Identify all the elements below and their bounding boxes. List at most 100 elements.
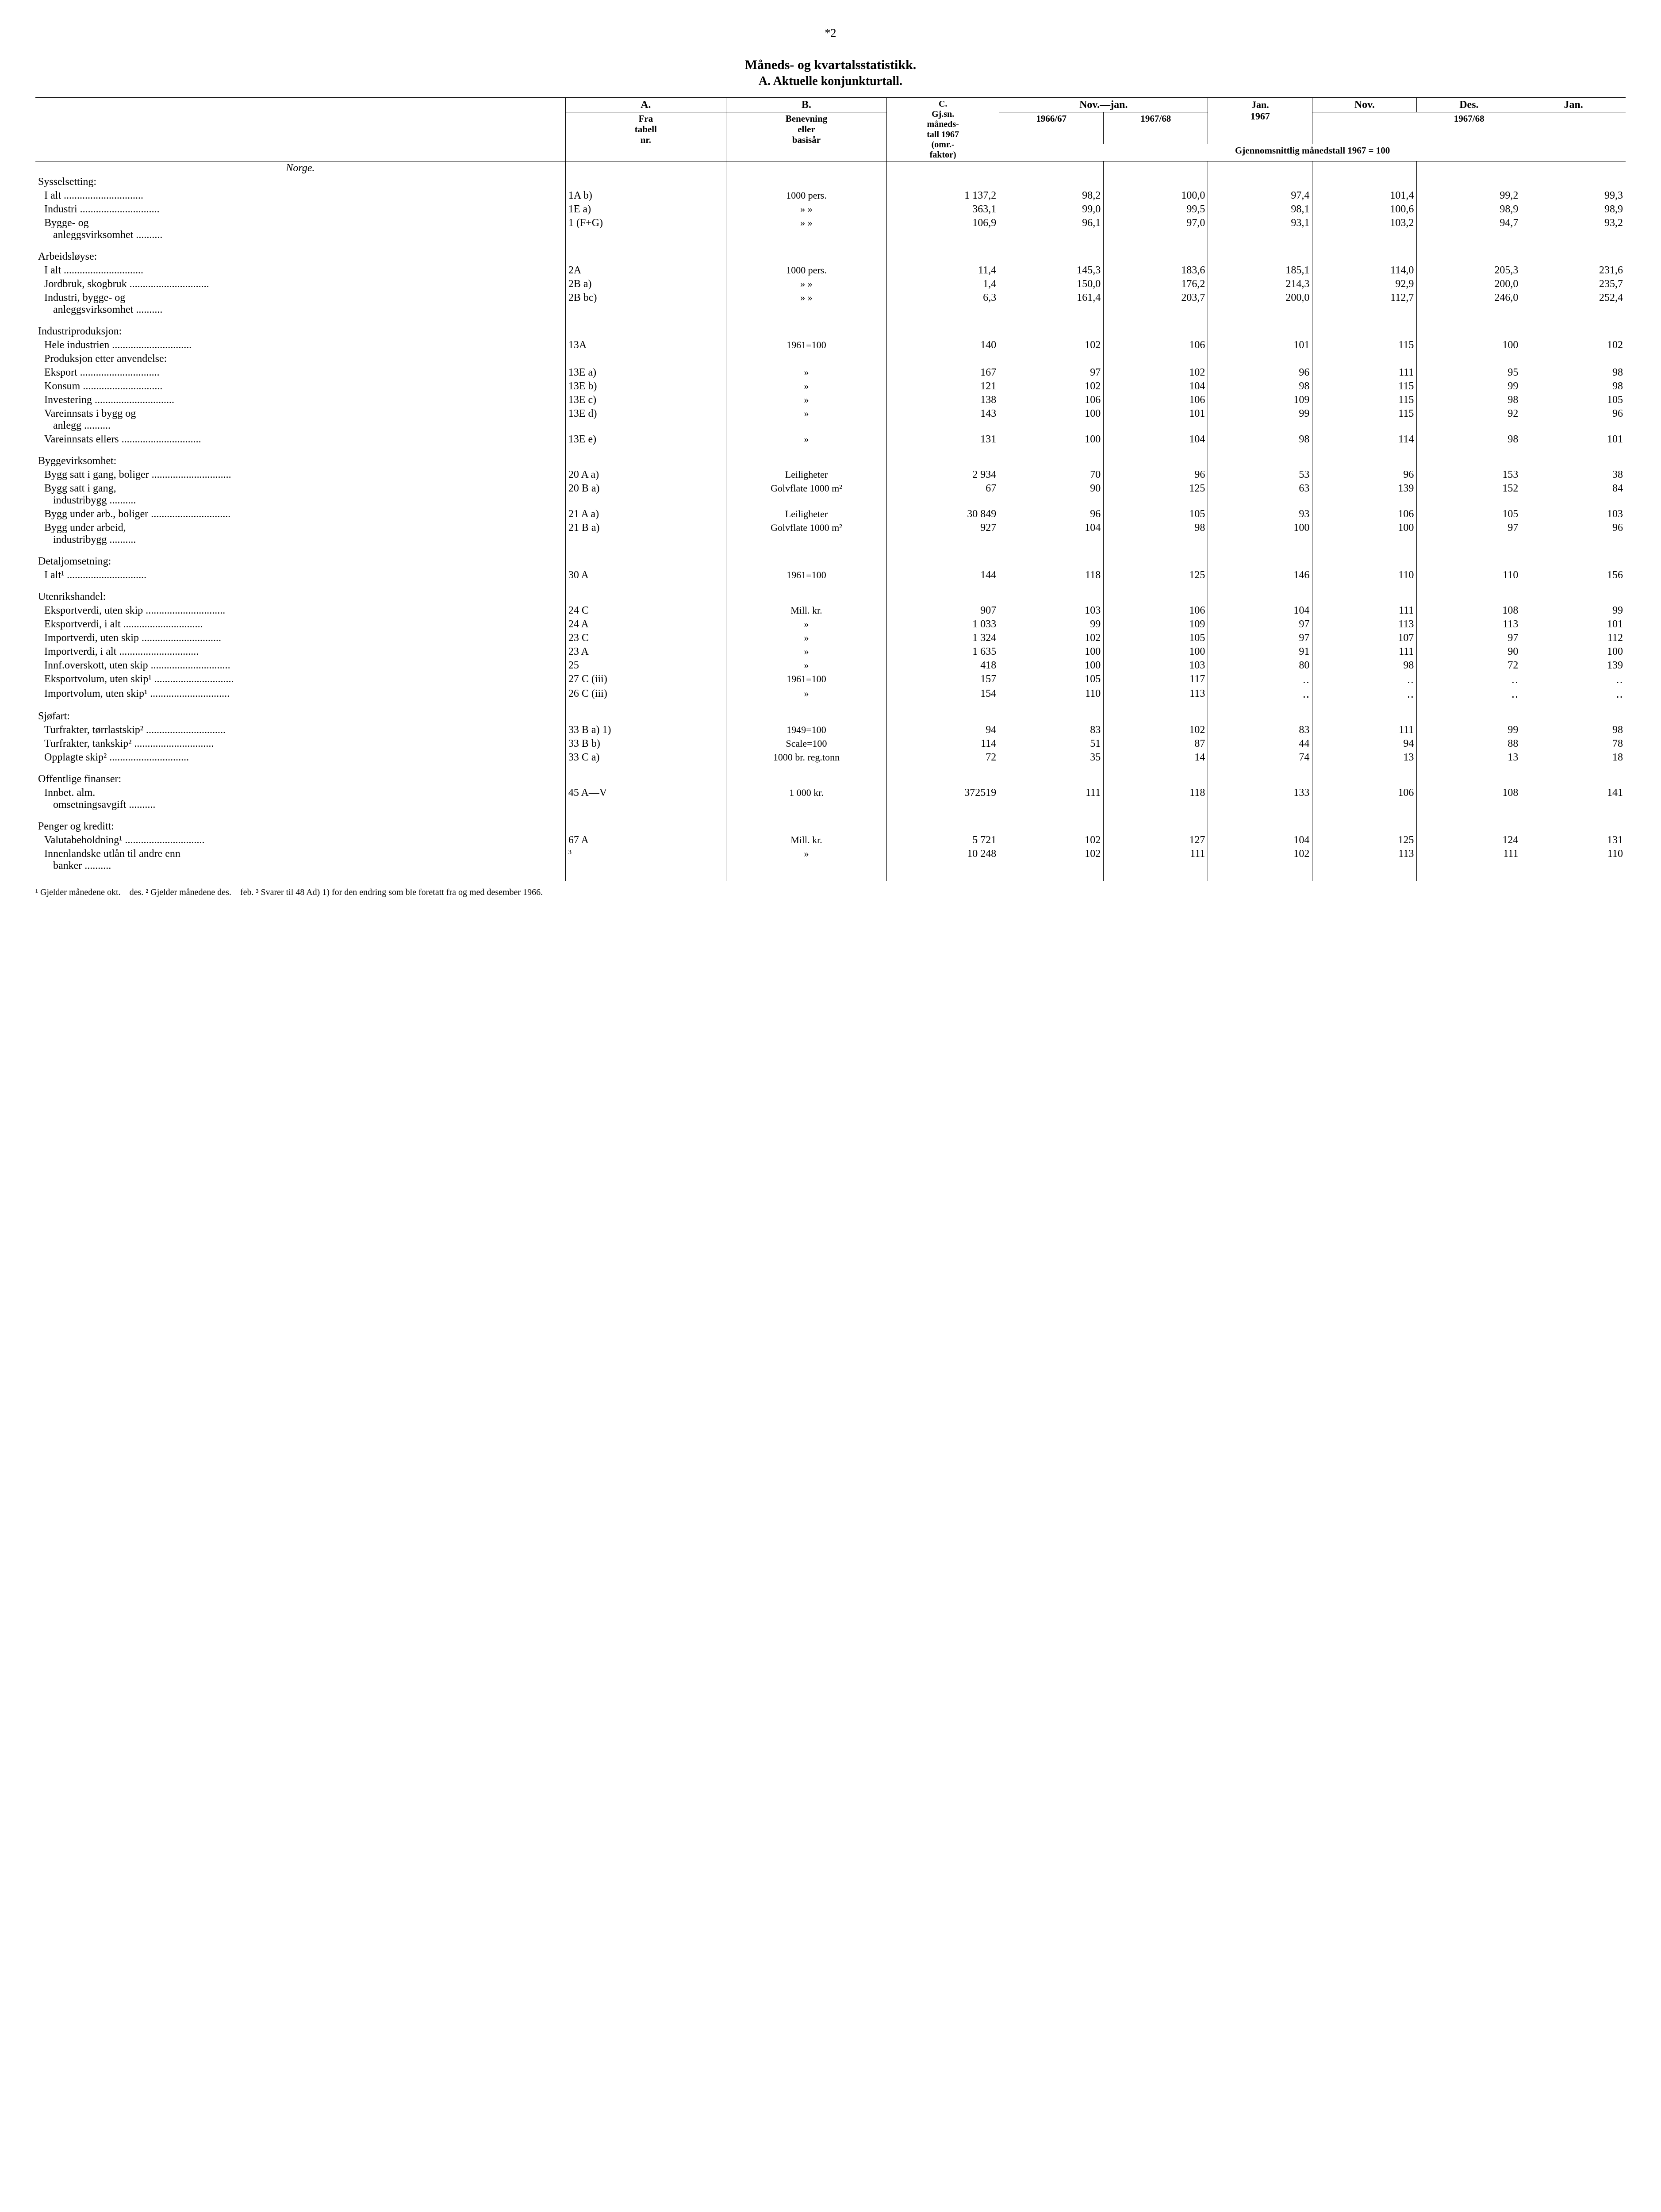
cell: 25 — [565, 659, 726, 672]
cell — [1104, 242, 1208, 250]
cell: 96 — [1312, 468, 1417, 482]
cell: 96 — [1521, 407, 1626, 433]
cell: 99,2 — [1417, 189, 1521, 203]
cell: 161,4 — [999, 291, 1104, 317]
cell — [999, 250, 1104, 264]
cell — [1312, 446, 1417, 454]
cell — [565, 764, 726, 772]
cell — [999, 590, 1104, 604]
cell — [1208, 555, 1312, 568]
table-row: Valutabeholdning¹ ......................… — [35, 833, 1626, 847]
cell: 110 — [999, 687, 1104, 702]
cell: 96 — [1208, 366, 1312, 380]
cell — [1208, 325, 1312, 338]
cell — [999, 702, 1104, 710]
cell: 80 — [1208, 659, 1312, 672]
cell: 154 — [887, 687, 999, 702]
cell — [1104, 590, 1208, 604]
cell — [999, 764, 1104, 772]
cell: 98 — [1521, 380, 1626, 393]
cell — [1104, 454, 1208, 468]
cell: 124 — [1417, 833, 1521, 847]
cell — [726, 582, 886, 590]
cell — [999, 317, 1104, 325]
cell — [726, 352, 886, 366]
cell — [565, 352, 726, 366]
cell — [1208, 242, 1312, 250]
cell: 98 — [1312, 659, 1417, 672]
cell — [1312, 317, 1417, 325]
cell: 18 — [1521, 751, 1626, 764]
cell — [1312, 454, 1417, 468]
cell — [1208, 317, 1312, 325]
cell: 102 — [1104, 366, 1208, 380]
cell — [726, 812, 886, 820]
cell — [1521, 873, 1626, 881]
cell: 11,4 — [887, 264, 999, 277]
cell — [887, 582, 999, 590]
cell — [999, 772, 1104, 786]
cell — [1417, 161, 1521, 176]
cell — [1208, 772, 1312, 786]
cell — [1208, 702, 1312, 710]
cell: 1000 pers. — [726, 189, 886, 203]
cell — [887, 352, 999, 366]
table-row: Hele industrien ........................… — [35, 338, 1626, 352]
cell — [726, 590, 886, 604]
hdr-novjan: Nov.—jan. — [999, 98, 1208, 112]
row-label: Hele industrien ........................… — [35, 338, 565, 352]
cell — [726, 820, 886, 833]
cell: 98,9 — [1521, 203, 1626, 216]
cell: 93,2 — [1521, 216, 1626, 242]
cell — [1417, 250, 1521, 264]
cell: 114,0 — [1312, 264, 1417, 277]
cell: 1961=100 — [726, 568, 886, 582]
cell — [1312, 352, 1417, 366]
cell: 99 — [1208, 407, 1312, 433]
table-row: Bygg satt i gang, boliger ..............… — [35, 468, 1626, 482]
cell — [565, 454, 726, 468]
cell: 104 — [1208, 833, 1312, 847]
cell: 100,0 — [1104, 189, 1208, 203]
cell: 113 — [1312, 618, 1417, 631]
row-label: Eksportverdi, i alt ....................… — [35, 618, 565, 631]
cell — [1521, 555, 1626, 568]
cell — [565, 820, 726, 833]
cell: 100 — [999, 407, 1104, 433]
cell: 101 — [1104, 407, 1208, 433]
cell — [35, 317, 565, 325]
cell: 114 — [1312, 433, 1417, 446]
cell — [1521, 454, 1626, 468]
cell: 21 A a) — [565, 507, 726, 521]
cell: 104 — [1104, 433, 1208, 446]
cell: 150,0 — [999, 277, 1104, 291]
cell — [999, 812, 1104, 820]
group-label: Penger og kreditt: — [35, 820, 565, 833]
footnotes: ¹ Gjelder månedene okt.—des. ² Gjelder m… — [35, 887, 1626, 898]
cell — [35, 242, 565, 250]
cell — [1104, 820, 1208, 833]
cell: 2 934 — [887, 468, 999, 482]
cell: 92 — [1417, 407, 1521, 433]
cell — [1208, 454, 1312, 468]
table-row: Innenlandske utlån til andre enn banker … — [35, 847, 1626, 873]
cell: 100,6 — [1312, 203, 1417, 216]
cell: 144 — [887, 568, 999, 582]
cell — [1104, 772, 1208, 786]
cell — [1312, 764, 1417, 772]
row-label: Industri, bygge- og anleggsvirksomhet ..… — [35, 291, 565, 317]
cell — [887, 325, 999, 338]
cell: 105 — [1104, 507, 1208, 521]
cell: 20 B a) — [565, 482, 726, 507]
cell — [1312, 242, 1417, 250]
cell: 23 A — [565, 645, 726, 659]
cell: 106 — [1104, 393, 1208, 407]
cell: 98 — [1208, 380, 1312, 393]
cell: 113 — [1417, 618, 1521, 631]
cell: 99 — [1417, 380, 1521, 393]
cell — [565, 547, 726, 555]
cell: 127 — [1104, 833, 1208, 847]
hdr-a-sub: Fratabellnr. — [565, 112, 726, 161]
cell: 107 — [1312, 631, 1417, 645]
cell — [1417, 352, 1521, 366]
